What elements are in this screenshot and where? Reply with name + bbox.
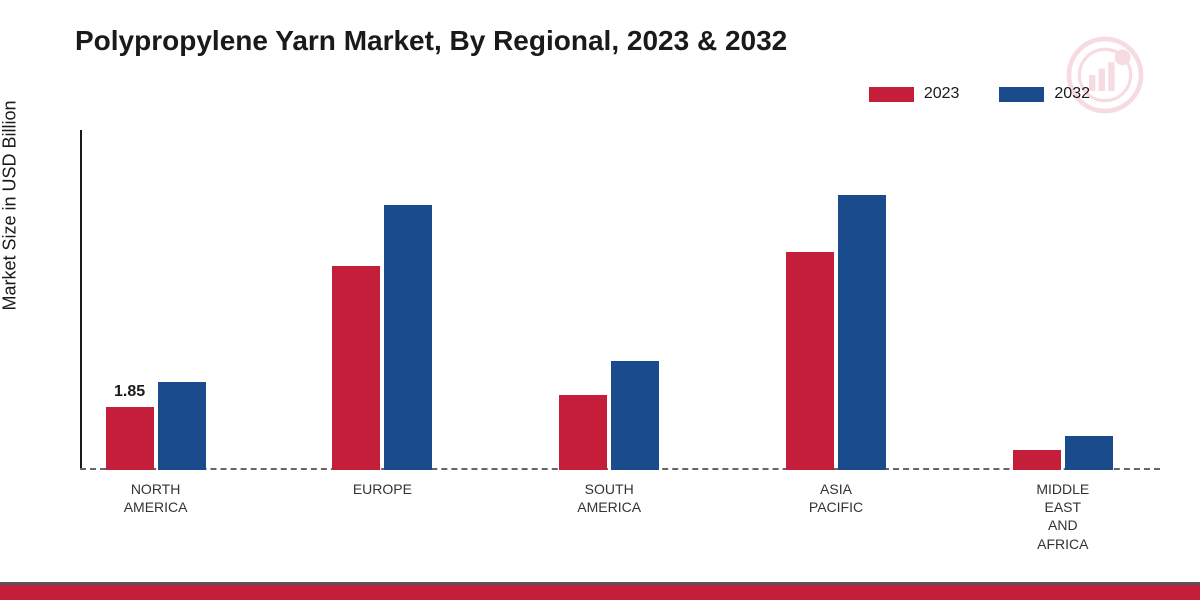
category-label: SOUTHAMERICA bbox=[577, 480, 641, 516]
chart-container: Polypropylene Yarn Market, By Regional, … bbox=[0, 0, 1200, 600]
legend-label: 2023 bbox=[924, 85, 960, 103]
legend-item-2023: 2023 bbox=[869, 85, 960, 103]
legend-swatch bbox=[999, 87, 1044, 102]
bar bbox=[838, 195, 886, 470]
y-axis-line bbox=[80, 130, 82, 470]
bar bbox=[158, 382, 206, 470]
bar bbox=[559, 395, 607, 470]
category-label: EUROPE bbox=[353, 480, 412, 498]
legend-item-2032: 2032 bbox=[999, 85, 1090, 103]
bar bbox=[611, 361, 659, 470]
bar bbox=[1065, 436, 1113, 470]
category-label: NORTHAMERICA bbox=[124, 480, 188, 516]
x-axis-labels: NORTHAMERICA EUROPE SOUTHAMERICA ASIAPACIFI… bbox=[80, 480, 1160, 550]
bar-group bbox=[332, 205, 432, 470]
category-label: MIDDLEEASTANDAFRICA bbox=[1036, 480, 1089, 553]
bar bbox=[1013, 450, 1061, 470]
bar bbox=[384, 205, 432, 470]
legend: 2023 2032 bbox=[869, 85, 1090, 103]
legend-swatch bbox=[869, 87, 914, 102]
bar-group bbox=[786, 195, 886, 470]
legend-label: 2032 bbox=[1054, 85, 1090, 103]
chart-title: Polypropylene Yarn Market, By Regional, … bbox=[75, 25, 787, 57]
value-label: 1.85 bbox=[114, 383, 145, 401]
footer-bar bbox=[0, 582, 1200, 600]
plot-area: 1.85 bbox=[80, 130, 1160, 470]
category-label: ASIAPACIFIC bbox=[809, 480, 863, 516]
bar-group bbox=[1013, 436, 1113, 470]
y-axis-label: Market Size in USD Billion bbox=[0, 100, 21, 310]
bar-group bbox=[559, 361, 659, 470]
bar bbox=[106, 407, 154, 470]
brand-logo-icon bbox=[1065, 35, 1145, 115]
bar bbox=[332, 266, 380, 470]
bar bbox=[786, 252, 834, 470]
